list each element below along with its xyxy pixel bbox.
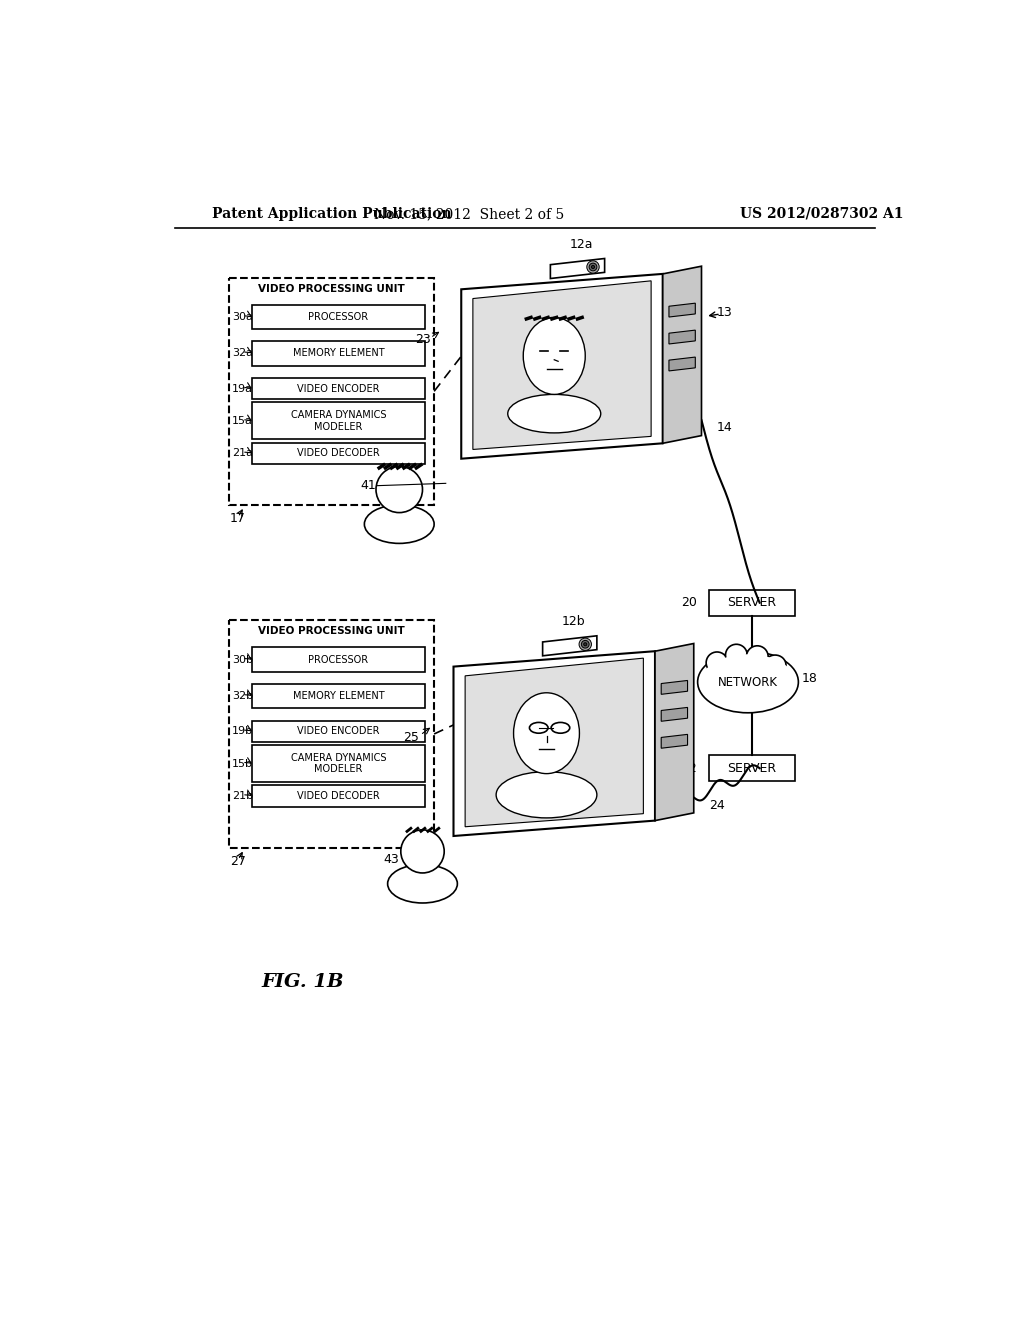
Text: 30a: 30a — [231, 312, 253, 322]
Text: 18: 18 — [802, 672, 818, 685]
Circle shape — [589, 263, 597, 271]
Ellipse shape — [508, 395, 601, 433]
Ellipse shape — [365, 506, 434, 544]
Text: SERVER: SERVER — [727, 762, 776, 775]
Polygon shape — [252, 403, 425, 440]
Text: 19a: 19a — [231, 384, 253, 393]
Text: VIDEO PROCESSING UNIT: VIDEO PROCESSING UNIT — [258, 626, 404, 636]
Text: US 2012/0287302 A1: US 2012/0287302 A1 — [740, 207, 903, 220]
Text: SERVER: SERVER — [727, 597, 776, 610]
Polygon shape — [663, 267, 701, 444]
Text: MEMORY ELEMENT: MEMORY ELEMENT — [293, 690, 384, 701]
Text: 24: 24 — [710, 799, 725, 812]
Polygon shape — [669, 304, 695, 317]
Text: 19b: 19b — [231, 726, 253, 737]
Ellipse shape — [514, 693, 580, 774]
Text: PROCESSOR: PROCESSOR — [308, 655, 369, 665]
Ellipse shape — [496, 772, 597, 818]
Text: 13: 13 — [717, 306, 732, 319]
Text: VIDEO DECODER: VIDEO DECODER — [297, 791, 380, 801]
Polygon shape — [669, 358, 695, 371]
Polygon shape — [252, 378, 425, 400]
Text: Nov. 15, 2012  Sheet 2 of 5: Nov. 15, 2012 Sheet 2 of 5 — [374, 207, 564, 220]
Ellipse shape — [697, 651, 799, 713]
Text: 41: 41 — [360, 479, 376, 492]
Text: 25: 25 — [402, 731, 419, 744]
Polygon shape — [465, 659, 643, 826]
Polygon shape — [550, 259, 604, 279]
Text: 21b: 21b — [231, 791, 253, 801]
Text: 30b: 30b — [231, 655, 253, 665]
Text: 23: 23 — [415, 333, 430, 346]
Polygon shape — [252, 305, 425, 330]
Ellipse shape — [707, 652, 728, 673]
Polygon shape — [710, 755, 795, 781]
Ellipse shape — [388, 865, 458, 903]
Text: Patent Application Publication: Patent Application Publication — [212, 207, 452, 220]
Polygon shape — [252, 684, 425, 708]
Text: 20: 20 — [681, 597, 697, 610]
Polygon shape — [710, 590, 795, 615]
Text: CAMERA DYNAMICS
MODELER: CAMERA DYNAMICS MODELER — [291, 752, 386, 775]
Text: VIDEO ENCODER: VIDEO ENCODER — [297, 384, 380, 393]
Text: NETWORK: NETWORK — [718, 676, 778, 689]
Text: 12b: 12b — [562, 615, 586, 628]
Text: FIG. 1B: FIG. 1B — [261, 973, 344, 991]
Ellipse shape — [726, 644, 748, 665]
Text: 21a: 21a — [231, 449, 253, 458]
Text: MEMORY ELEMENT: MEMORY ELEMENT — [293, 348, 384, 358]
Text: VIDEO PROCESSING UNIT: VIDEO PROCESSING UNIT — [258, 284, 404, 293]
Text: 43: 43 — [384, 853, 399, 866]
Text: VIDEO DECODER: VIDEO DECODER — [297, 449, 380, 458]
Ellipse shape — [764, 655, 786, 675]
Text: 14: 14 — [717, 421, 733, 434]
Ellipse shape — [700, 655, 796, 710]
Polygon shape — [655, 644, 693, 821]
Circle shape — [582, 640, 589, 648]
Polygon shape — [454, 651, 655, 836]
Polygon shape — [543, 636, 597, 656]
Polygon shape — [473, 281, 651, 449]
Text: 17: 17 — [230, 512, 246, 525]
Circle shape — [587, 261, 599, 273]
Polygon shape — [662, 681, 687, 694]
Text: 32b: 32b — [231, 690, 253, 701]
Text: 32a: 32a — [231, 348, 253, 358]
Circle shape — [584, 643, 587, 645]
Text: VIDEO ENCODER: VIDEO ENCODER — [297, 726, 380, 737]
Circle shape — [579, 638, 592, 651]
Text: 15a: 15a — [231, 416, 253, 426]
Text: 12a: 12a — [569, 238, 593, 251]
Polygon shape — [461, 275, 663, 459]
Polygon shape — [662, 708, 687, 721]
Polygon shape — [662, 734, 687, 748]
Text: CAMERA DYNAMICS
MODELER: CAMERA DYNAMICS MODELER — [291, 411, 386, 432]
Polygon shape — [252, 341, 425, 366]
Text: 15b: 15b — [231, 759, 253, 768]
Text: PROCESSOR: PROCESSOR — [308, 312, 369, 322]
Polygon shape — [252, 785, 425, 807]
Polygon shape — [252, 647, 425, 672]
Polygon shape — [252, 442, 425, 465]
Circle shape — [400, 830, 444, 873]
Circle shape — [376, 466, 423, 512]
Polygon shape — [669, 330, 695, 345]
Text: 22: 22 — [681, 762, 697, 775]
Ellipse shape — [746, 645, 768, 668]
Text: 27: 27 — [230, 855, 246, 869]
Circle shape — [592, 265, 595, 268]
Polygon shape — [252, 721, 425, 742]
Polygon shape — [252, 744, 425, 781]
Ellipse shape — [523, 317, 586, 395]
